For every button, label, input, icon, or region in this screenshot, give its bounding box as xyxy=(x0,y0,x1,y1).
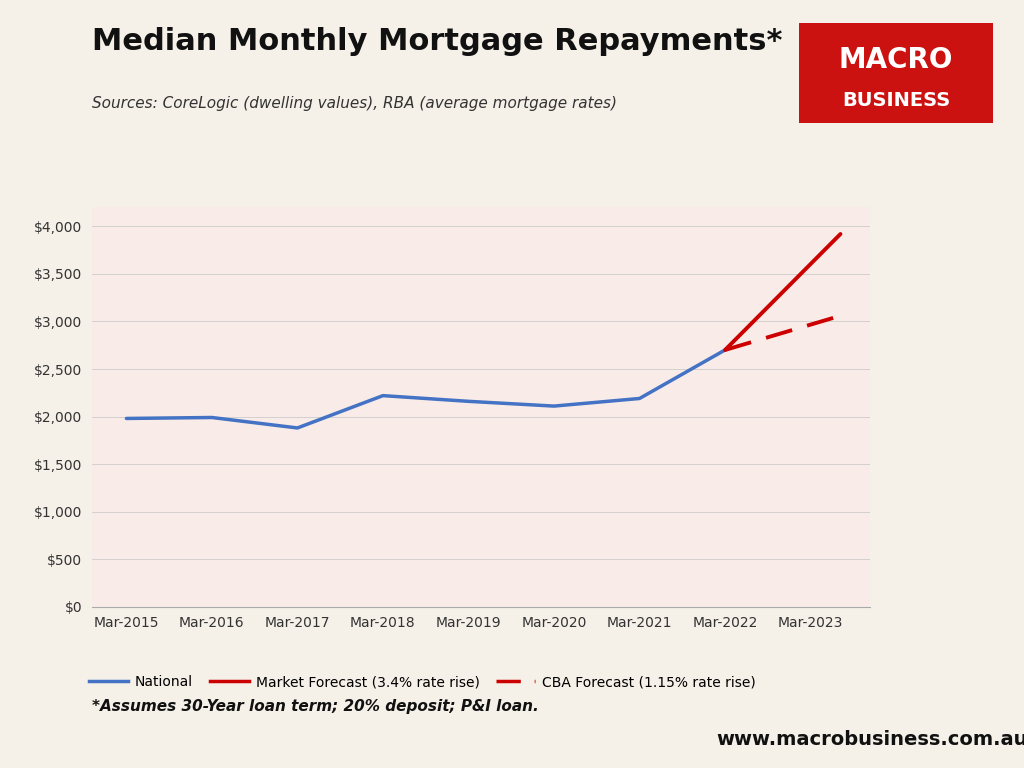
Text: Sources: CoreLogic (dwelling values), RBA (average mortgage rates): Sources: CoreLogic (dwelling values), RB… xyxy=(92,96,617,111)
Text: *Assumes 30-Year loan term; 20% deposit; P&I loan.: *Assumes 30-Year loan term; 20% deposit;… xyxy=(92,699,539,714)
Text: MACRO: MACRO xyxy=(839,46,953,74)
Text: BUSINESS: BUSINESS xyxy=(842,91,950,111)
Text: Median Monthly Mortgage Repayments*: Median Monthly Mortgage Repayments* xyxy=(92,27,782,56)
Legend: National, Market Forecast (3.4% rate rise), CBA Forecast (1.15% rate rise): National, Market Forecast (3.4% rate ris… xyxy=(84,670,761,695)
Text: www.macrobusiness.com.au: www.macrobusiness.com.au xyxy=(717,730,1024,749)
